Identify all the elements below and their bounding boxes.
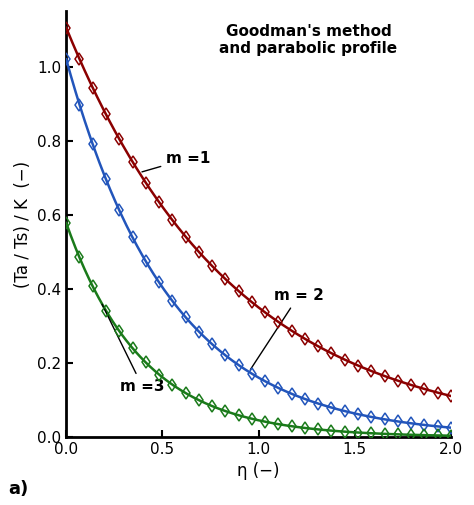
Y-axis label: (Ta / Ts) / K  (−): (Ta / Ts) / K (−) (14, 161, 32, 288)
Text: m =1: m =1 (142, 151, 210, 172)
X-axis label: η (−): η (−) (237, 463, 280, 480)
Text: Goodman's method
and parabolic profile: Goodman's method and parabolic profile (219, 24, 398, 56)
Text: a): a) (9, 480, 29, 497)
Text: m =3: m =3 (102, 304, 164, 394)
Text: m = 2: m = 2 (250, 288, 324, 370)
